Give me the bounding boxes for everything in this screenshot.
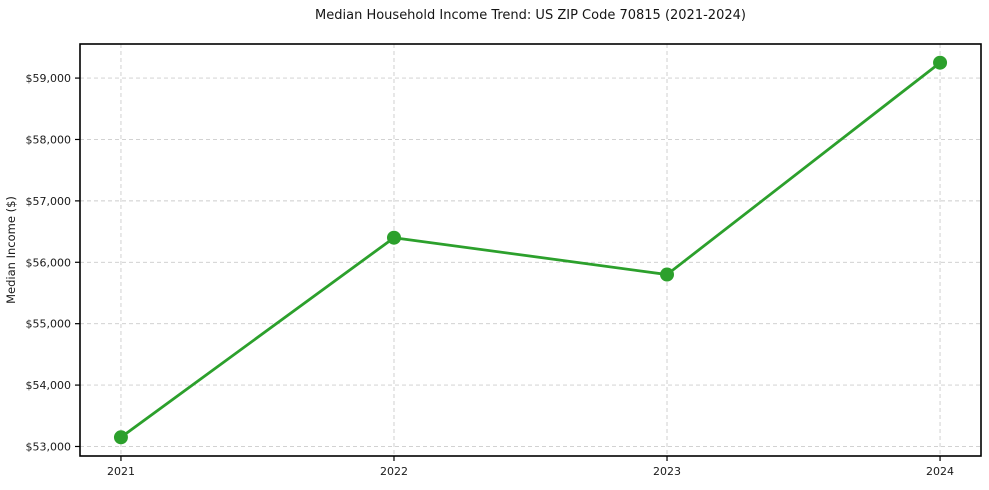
y-tick-label: $58,000 (26, 133, 72, 146)
x-tick-label: 2024 (926, 465, 954, 478)
y-tick-label: $59,000 (26, 72, 72, 85)
y-tick-label: $54,000 (26, 379, 72, 392)
chart-title: Median Household Income Trend: US ZIP Co… (315, 8, 746, 23)
plot-border (79, 43, 982, 457)
x-tick-label: 2023 (653, 465, 681, 478)
y-tick-label: $56,000 (26, 256, 72, 269)
data-point-marker (660, 267, 675, 282)
data-point-marker (386, 230, 401, 245)
x-tick-label: 2021 (107, 465, 135, 478)
y-axis-label: Median Income ($) (4, 196, 18, 304)
y-tick-label: $53,000 (26, 440, 72, 453)
y-tick-label: $55,000 (26, 318, 72, 331)
data-point-marker (113, 430, 128, 445)
x-tick-label: 2022 (380, 465, 408, 478)
y-tick-label: $57,000 (26, 195, 72, 208)
series-line (119, 61, 942, 439)
data-point-marker (933, 55, 948, 70)
